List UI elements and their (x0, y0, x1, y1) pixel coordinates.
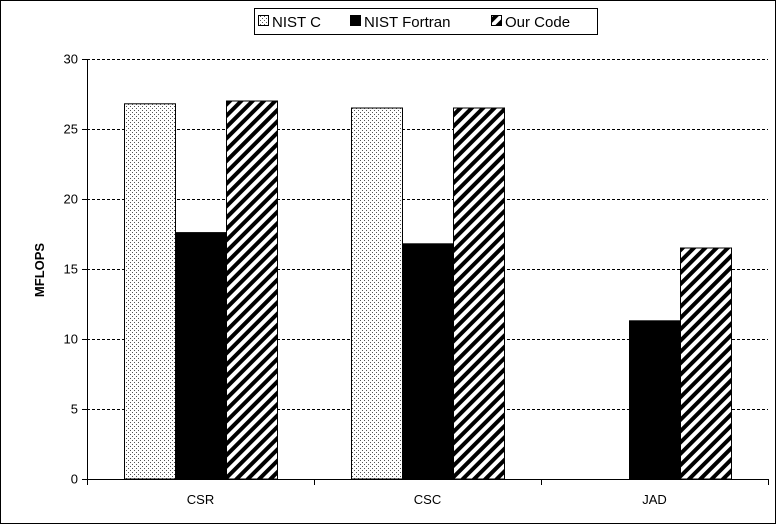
bar-our-code-csc (453, 107, 505, 480)
legend-swatch (350, 15, 361, 26)
axes (82, 59, 769, 485)
y-axis-label: MFLOPS (32, 243, 47, 297)
y-tick-label: 5 (71, 402, 78, 417)
bar-nist-c-csr (124, 103, 176, 480)
bars (124, 100, 732, 480)
x-tick-labels: CSR CSC JAD (187, 492, 667, 507)
y-tick-label: 15 (64, 262, 78, 277)
legend-label: NIST Fortran (364, 14, 450, 31)
bar-nist-fortran-csr (175, 232, 227, 480)
x-tick-label: CSR (187, 492, 214, 507)
legend-swatch (491, 15, 502, 26)
y-tick-label: 20 (64, 192, 78, 207)
legend-items: NIST C NIST Fortran Our Code (258, 14, 570, 31)
x-tick-label: JAD (642, 492, 667, 507)
legend: NIST C NIST Fortran Our Code (254, 8, 598, 35)
bar-nist-fortran-csc (402, 243, 454, 480)
y-tick-label: 30 (64, 52, 78, 67)
y-tick-labels: 0 5 10 15 20 25 30 (64, 52, 78, 487)
bar-nist-c-csc (351, 107, 403, 480)
y-tick-label: 10 (64, 332, 78, 347)
legend-label: Our Code (505, 14, 570, 31)
legend-swatch (258, 15, 269, 26)
bar-our-code-jad (680, 247, 732, 480)
y-tick-label: 25 (64, 122, 78, 137)
bar-our-code-csr (226, 100, 278, 480)
legend-box (254, 8, 598, 35)
bar-nist-fortran-jad (629, 320, 681, 480)
x-tick-label: CSC (414, 492, 441, 507)
y-tick-label: 0 (71, 472, 78, 487)
legend-label: NIST C (272, 14, 321, 31)
